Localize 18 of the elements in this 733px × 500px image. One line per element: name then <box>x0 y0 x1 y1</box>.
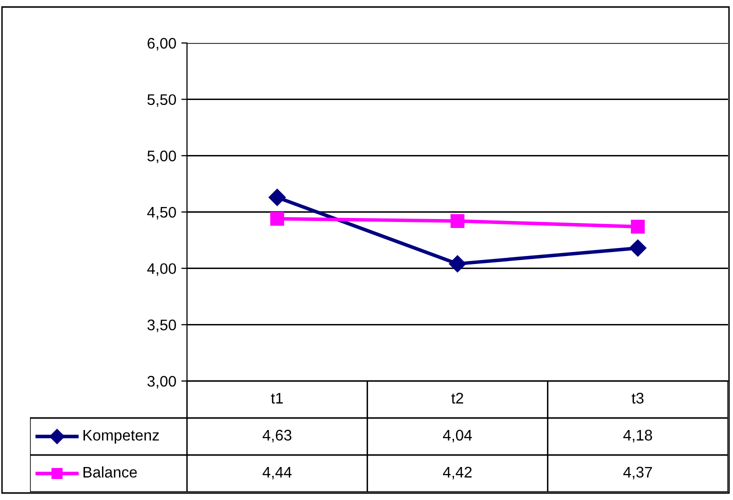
data-label: 4,18 <box>623 430 652 442</box>
legend-label: Balance <box>84 466 137 478</box>
x-tick-label: t1 <box>271 392 283 404</box>
data-label: 4,42 <box>442 466 472 480</box>
x-tick-label: t2 <box>451 392 464 404</box>
data-label: 4,37 <box>623 466 652 480</box>
y-tick-label: 6,00 <box>148 38 176 50</box>
y-tick-label: 5,00 <box>147 150 176 164</box>
data-label: 4,44 <box>262 466 292 480</box>
y-tick-label: 5,50 <box>147 94 176 107</box>
data-label: 4,04 <box>442 430 472 442</box>
y-tick-label: 4,50 <box>147 206 176 220</box>
x-tick-label: t3 <box>632 392 644 404</box>
legend-label: Kompetenz <box>84 430 159 444</box>
data-label: 4,63 <box>262 430 292 442</box>
y-tick-label: 4,00 <box>147 263 176 276</box>
y-tick-label: 3,50 <box>147 320 176 332</box>
y-tick-label: 3,00 <box>147 376 176 388</box>
